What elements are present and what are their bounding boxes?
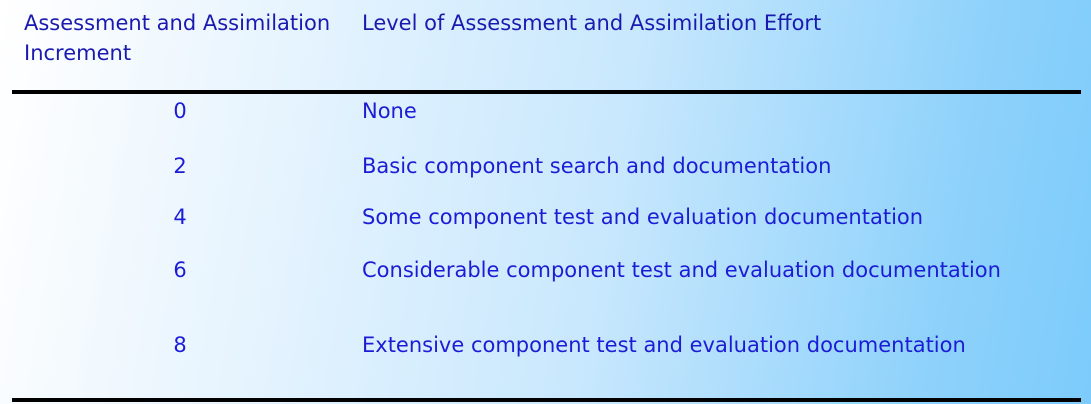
table-header: Assessment and Assimilation Increment Le…	[0, 0, 1091, 90]
effort-cell: Some component test and evaluation docum…	[362, 205, 924, 229]
effort-cell: Basic component search and documentation	[362, 154, 832, 178]
increment-cell: 8	[173, 333, 187, 357]
table-bottom-border	[12, 398, 1081, 402]
increment-cell: 6	[173, 258, 187, 282]
header-divider	[12, 90, 1081, 94]
increment-cell: 2	[173, 154, 187, 178]
effort-cell: Extensive component test and evaluation …	[362, 333, 966, 357]
header-effort-level: Level of Assessment and Assimilation Eff…	[362, 11, 822, 35]
header-increment: Assessment and Assimilation Increment	[24, 11, 331, 65]
increment-cell: 4	[173, 205, 187, 229]
increment-cell: 0	[173, 99, 187, 123]
effort-cell: Considerable component test and evaluati…	[362, 258, 1001, 282]
effort-cell: None	[362, 99, 417, 123]
